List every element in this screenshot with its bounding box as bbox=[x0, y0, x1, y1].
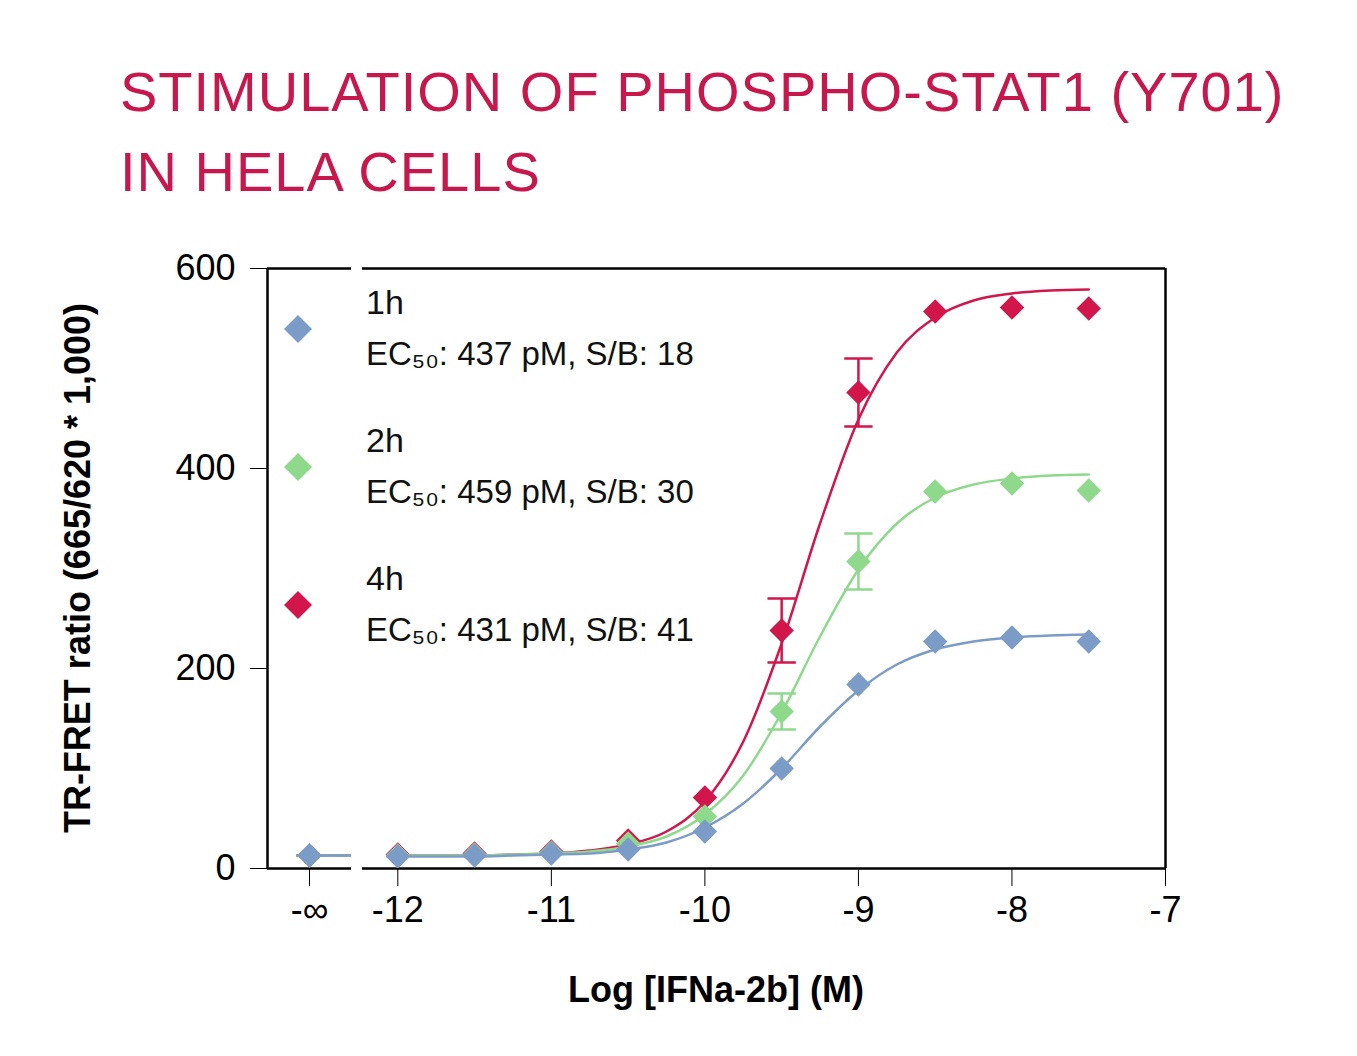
svg-text:400: 400 bbox=[175, 447, 235, 488]
html-text:1h: 1h bbox=[366, 283, 404, 321]
svg-text:-7: -7 bbox=[1149, 889, 1181, 930]
html-text:2h: 2h bbox=[366, 421, 404, 459]
svg-text:-∞: -∞ bbox=[291, 889, 329, 930]
html-text:EC₅₀: 437 pM, S/B: 18: EC₅₀: 437 pM, S/B: 18 bbox=[366, 335, 694, 372]
html-text:EC₅₀: 459 pM, S/B: 30: EC₅₀: 459 pM, S/B: 30 bbox=[366, 473, 694, 510]
html-text:Log [IFNa-2b] (M): Log [IFNa-2b] (M) bbox=[568, 969, 864, 1010]
svg-text:0: 0 bbox=[215, 847, 235, 888]
svg-text:-10: -10 bbox=[679, 889, 731, 930]
html-text:4h: 4h bbox=[366, 559, 404, 597]
svg-text:-12: -12 bbox=[372, 889, 424, 930]
svg-text:-9: -9 bbox=[842, 889, 874, 930]
svg-text:-8: -8 bbox=[996, 889, 1028, 930]
html-text:TR-FRET ratio (665/620 * 1,000: TR-FRET ratio (665/620 * 1,000) bbox=[57, 302, 98, 834]
svg-text:600: 600 bbox=[175, 247, 235, 288]
svg-text:200: 200 bbox=[175, 647, 235, 688]
html-text:STIMULATION OF PHOSPHO-STAT1 (: STIMULATION OF PHOSPHO-STAT1 (Y701) IN H… bbox=[120, 60, 1285, 203]
html-text:EC₅₀: 431 pM, S/B: 41: EC₅₀: 431 pM, S/B: 41 bbox=[366, 611, 694, 648]
svg-text:-11: -11 bbox=[527, 889, 576, 930]
